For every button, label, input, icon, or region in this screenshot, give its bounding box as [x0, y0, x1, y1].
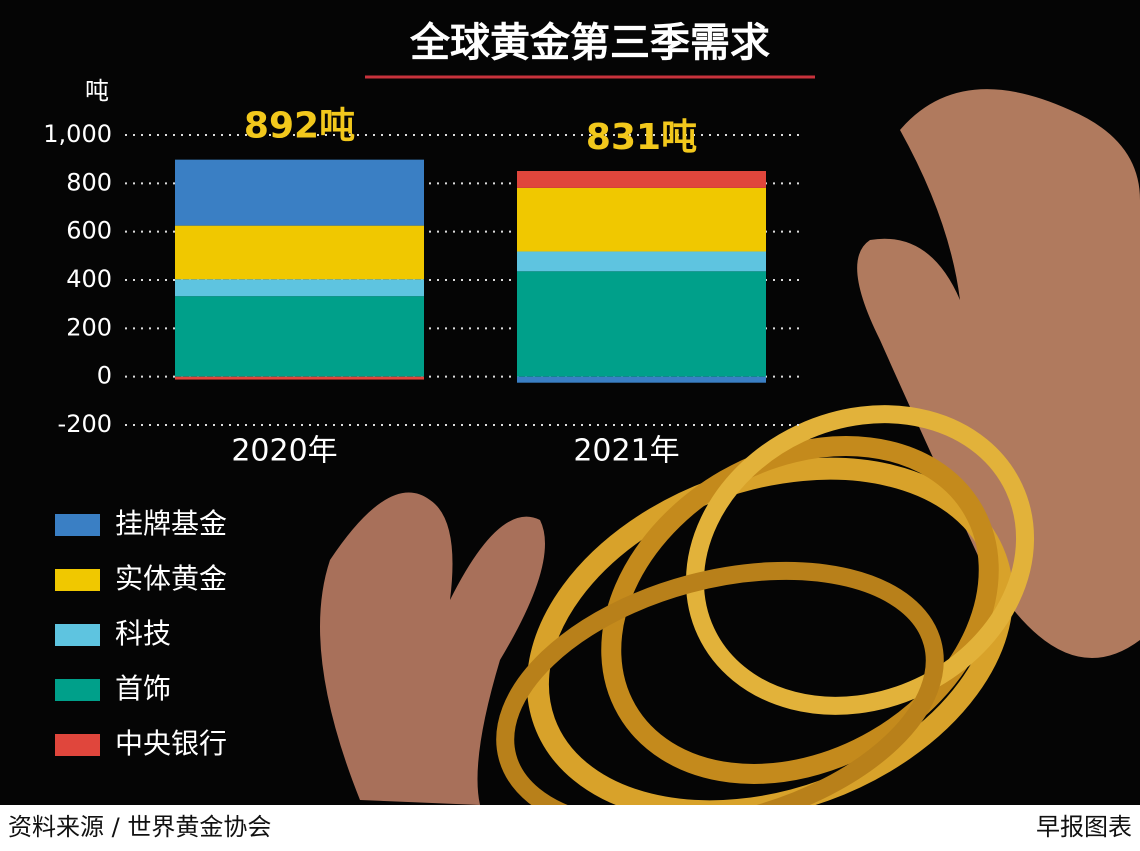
- credit: 早报图表: [1036, 813, 1132, 841]
- legend-label: 中央银行: [115, 727, 227, 760]
- y-tick-label: -200: [58, 410, 112, 438]
- footer: [0, 805, 1140, 847]
- bar-segment: [175, 159, 424, 226]
- x-tick-label: 2021年: [573, 434, 679, 469]
- legend-label: 首饰: [115, 672, 171, 705]
- legend-swatch: [55, 569, 100, 591]
- y-tick-label: 0: [97, 362, 112, 390]
- plot: -200 0 200 400 600 800 1,000 892吨 2020年 831吨 2021年…: [43, 106, 800, 760]
- legend-label: 科技: [115, 617, 171, 650]
- bar-segment: [517, 251, 766, 272]
- y-tick-label: 800: [66, 168, 112, 196]
- bar-segment: [175, 225, 424, 280]
- y-axis-label: 吨: [85, 77, 109, 105]
- y-tick-label: 400: [66, 265, 112, 293]
- legend-swatch: [55, 514, 100, 536]
- bar-segment: [517, 271, 766, 377]
- bar-segment: [517, 376, 766, 383]
- x-tick-label: 2020年: [231, 434, 337, 469]
- source: 资料来源 / 世界黄金协会: [8, 813, 271, 841]
- bar-segment: [175, 279, 424, 297]
- legend-label: 实体黄金: [115, 562, 227, 595]
- legend-swatch: [55, 734, 100, 756]
- total-label: 831吨: [586, 117, 697, 158]
- bar-segment: [517, 171, 766, 188]
- y-tick-label: 200: [66, 313, 112, 341]
- photo-decoration: [320, 89, 1140, 839]
- bar-segment: [175, 376, 424, 380]
- y-tick-label: 1,000: [43, 120, 112, 148]
- legend-swatch: [55, 624, 100, 646]
- bar-segment: [517, 187, 766, 252]
- total-label: 892吨: [244, 106, 355, 147]
- legend-swatch: [55, 679, 100, 701]
- legend-label: 挂牌基金: [115, 507, 227, 540]
- bar-segment: [175, 296, 424, 377]
- chart-title: 全球黄金第三季需求: [409, 20, 770, 66]
- y-tick-label: 600: [66, 217, 112, 245]
